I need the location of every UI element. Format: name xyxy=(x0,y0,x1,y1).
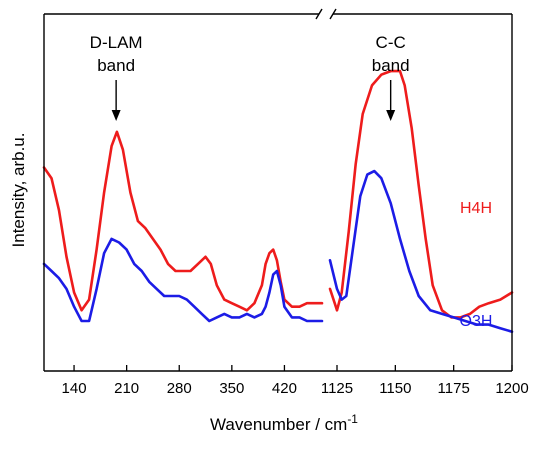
series-curves xyxy=(42,69,514,333)
series-label-o3h: O3H xyxy=(460,313,493,330)
series-labels: H4H O3H xyxy=(460,200,493,330)
annotation-2-line2: band xyxy=(372,56,410,75)
series-2-line-panel-2 xyxy=(328,169,514,333)
axis-break-mark-right xyxy=(329,8,337,20)
x-axis-label-superscript: -1 xyxy=(347,412,358,426)
x-tick-label-350: 350 xyxy=(219,380,244,397)
x-tick-label-1200: 1200 xyxy=(495,380,528,397)
annotation-2-arrow-head xyxy=(386,110,396,121)
axis-break-gap xyxy=(319,8,333,20)
annotation-1-line1: D-LAM xyxy=(90,33,143,52)
series-label-h4h: H4H xyxy=(460,200,492,217)
x-tick-label-280: 280 xyxy=(167,380,192,397)
x-tick-label-140: 140 xyxy=(62,380,87,397)
x-tick-label-420: 420 xyxy=(272,380,297,397)
series-1-line-panel-1 xyxy=(42,130,324,312)
series-1-line-panel-2 xyxy=(328,69,514,319)
x-tick-label-1150: 1150 xyxy=(379,380,411,397)
annotation-2-line1: C-C xyxy=(376,33,406,52)
x-tick-label-210: 210 xyxy=(114,380,139,397)
annotation-1-line2: band xyxy=(97,56,135,75)
axes-frame xyxy=(43,8,513,372)
x-tick-label-1125: 1125 xyxy=(321,380,353,397)
x-axis-label: Wavenumber / cm-1 xyxy=(210,412,358,434)
annotation-1-arrow-head xyxy=(111,110,121,121)
annotations: D-LAM band C-C band xyxy=(90,33,410,121)
x-axis-label-main: Wavenumber / cm xyxy=(210,415,347,434)
x-ticks: 140 210 280 350 420 1125 1150 1175 1200 xyxy=(62,365,529,397)
axis-break-mark-left xyxy=(315,8,323,20)
x-tick-label-1175: 1175 xyxy=(438,380,470,397)
series-2-line-panel-1 xyxy=(42,237,324,323)
y-axis-label: Intensity, arb.u. xyxy=(9,133,28,248)
